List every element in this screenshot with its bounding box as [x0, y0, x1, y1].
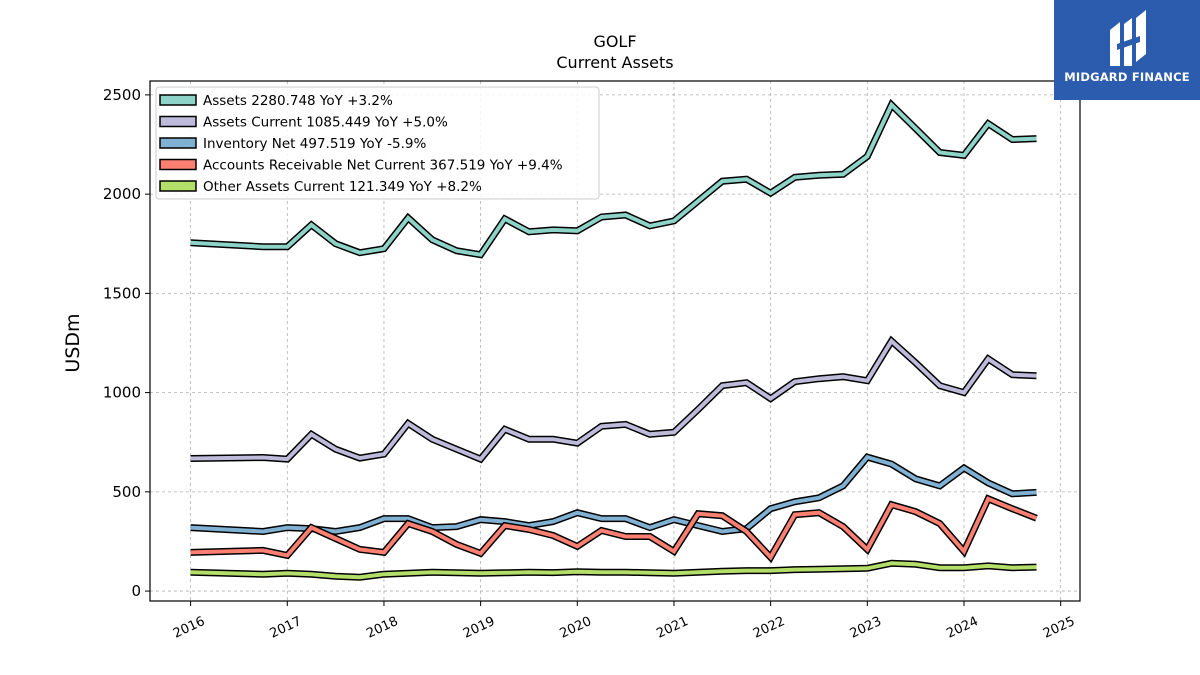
series-line: [190, 101, 1037, 257]
chart-subtitle: Current Assets: [556, 53, 673, 72]
x-tick-label: 2016: [171, 614, 207, 642]
y-tick-label: 1000: [103, 384, 141, 402]
y-tick-label: 1500: [103, 284, 141, 302]
y-axis-label: USDm: [62, 313, 84, 372]
series-line: [190, 561, 1037, 580]
series-line: [190, 454, 1037, 534]
legend-swatch: [159, 158, 197, 171]
legend-swatch: [159, 180, 197, 192]
y-tick-label: 2000: [103, 185, 141, 203]
x-tick-label: 2018: [364, 614, 400, 642]
series-line: [190, 496, 1038, 561]
legend-entry: Assets Current 1085.449 YoY +5.0%: [203, 115, 448, 131]
series-assets-current: [190, 335, 1037, 464]
series-lines: [190, 98, 1038, 581]
x-tick-label: 2019: [461, 614, 497, 642]
y-tick-label: 2500: [103, 86, 141, 104]
legend-swatch: [159, 115, 197, 128]
y-tick-label: 0: [131, 582, 141, 600]
legend-swatch: [159, 137, 197, 149]
legend: Assets 2280.748 YoY +3.2% Assets Current …: [155, 86, 600, 200]
series-accounts-receivable-net-current: [190, 494, 1038, 564]
series-inventory-net: [190, 453, 1037, 536]
brand-mark-icon: [1110, 10, 1146, 66]
legend-entry: Accounts Receivable Net Current 367.519 …: [203, 158, 563, 174]
legend-entry: Assets 2280.748 YoY +3.2%: [203, 93, 393, 109]
x-tick-label: 2025: [1041, 614, 1077, 642]
legend-box: [155, 86, 600, 200]
legend-swatch: [159, 94, 197, 106]
legend-entry: Other Assets Current 121.349 YoY +8.2%: [203, 179, 482, 195]
x-tick-label: 2021: [654, 614, 690, 642]
x-tick-label: 2024: [944, 614, 980, 642]
x-tick-label: 2020: [558, 614, 594, 642]
series-outline: [190, 494, 1038, 564]
plot-frame: [149, 80, 1081, 602]
series-line: [190, 337, 1037, 462]
y-tick-label: 500: [112, 483, 141, 501]
chart-title: GOLF: [593, 32, 636, 51]
brand-logo: MIDGARD FINANCE: [1054, 0, 1200, 100]
x-tick-label: 2017: [268, 614, 304, 642]
series-other-assets-current: [190, 559, 1037, 581]
x-tick-label: 2022: [751, 614, 787, 642]
x-tick-label: 2023: [848, 614, 884, 642]
series-assets: [190, 98, 1037, 259]
brand-name: MIDGARD FINANCE: [1064, 70, 1190, 84]
legend-entry: Inventory Net 497.519 YoY -5.9%: [203, 136, 426, 152]
